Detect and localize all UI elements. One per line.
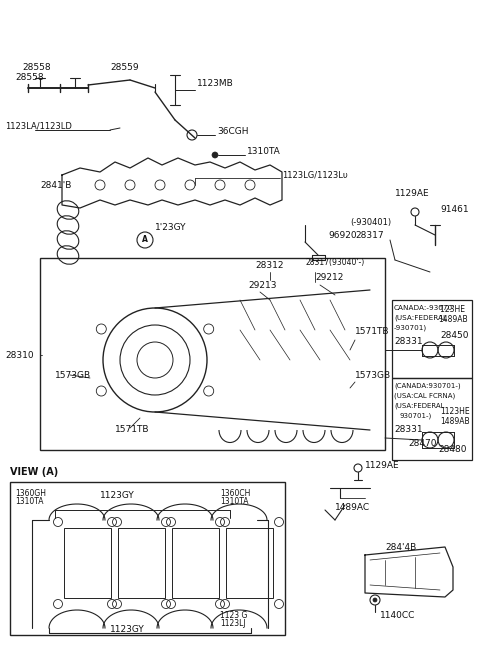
Text: 28480: 28480 [438,445,467,455]
Text: 1571TB: 1571TB [115,426,149,434]
Text: 1123 G: 1123 G [220,610,247,620]
Text: 28331: 28331 [394,426,422,434]
Text: -930701): -930701) [394,325,427,331]
Text: 1310TA: 1310TA [220,497,249,507]
Text: 28312: 28312 [255,260,284,269]
Text: 1489AB: 1489AB [440,417,469,426]
Text: '123HE: '123HE [438,306,465,315]
Text: 1'23GY: 1'23GY [155,223,187,233]
Text: (USA:FEDERAL: (USA:FEDERAL [394,315,447,321]
Text: 1123LA/1123LD: 1123LA/1123LD [5,122,72,131]
Text: 28558: 28558 [22,64,50,72]
Text: 2841'B: 2841'B [40,181,72,189]
Text: 1571TB: 1571TB [355,327,389,336]
Text: 1129AE: 1129AE [395,189,430,198]
Text: (CANADA:930701-): (CANADA:930701-) [394,383,461,389]
Text: 1123GY: 1123GY [110,625,145,635]
Text: (-930401): (-930401) [350,217,391,227]
Text: 28317(93040'-): 28317(93040'-) [305,258,364,267]
Text: 28331: 28331 [394,338,422,346]
Text: 1360GH: 1360GH [15,489,46,497]
Text: 1123GY: 1123GY [100,491,135,499]
Text: 28317: 28317 [355,231,384,240]
Text: 1123MB: 1123MB [197,79,234,89]
Text: 1573GB: 1573GB [355,371,391,380]
Text: 28558: 28558 [15,74,44,83]
Text: CANADA:-93070': CANADA:-93070' [394,305,455,311]
Text: 29212: 29212 [315,273,343,283]
Circle shape [373,598,377,602]
Text: 1140CC: 1140CC [380,610,415,620]
Text: 28310: 28310 [5,350,34,359]
Text: 1129AE: 1129AE [365,461,400,470]
Text: 1310TA: 1310TA [15,497,44,507]
Text: (USA:FEDERAL: (USA:FEDERAL [394,403,444,409]
Text: 1489AB: 1489AB [438,315,468,325]
Text: 1489AC: 1489AC [335,503,370,512]
Text: 1123LJ: 1123LJ [220,620,246,629]
Text: 1573GB: 1573GB [55,371,91,380]
Text: 91461: 91461 [440,206,468,214]
Text: 96920: 96920 [328,231,357,240]
Text: 36CGH: 36CGH [217,127,249,135]
Text: 29213: 29213 [248,281,276,290]
Text: A: A [142,235,148,244]
Text: 1123LG/1123Lυ: 1123LG/1123Lυ [282,171,348,179]
Text: 1360CH: 1360CH [220,489,251,497]
Circle shape [212,152,218,158]
Text: 1310TA: 1310TA [247,147,281,156]
Text: 930701-): 930701-) [400,413,432,419]
Text: (USA:CAL FCRNA): (USA:CAL FCRNA) [394,393,455,399]
Text: 284'4B: 284'4B [385,543,416,551]
Text: 1123HE: 1123HE [440,407,469,417]
Text: VIEW (A): VIEW (A) [10,467,58,477]
Text: 28470: 28470 [408,440,436,449]
Text: 28559: 28559 [110,64,139,72]
Text: 28450: 28450 [440,332,468,340]
